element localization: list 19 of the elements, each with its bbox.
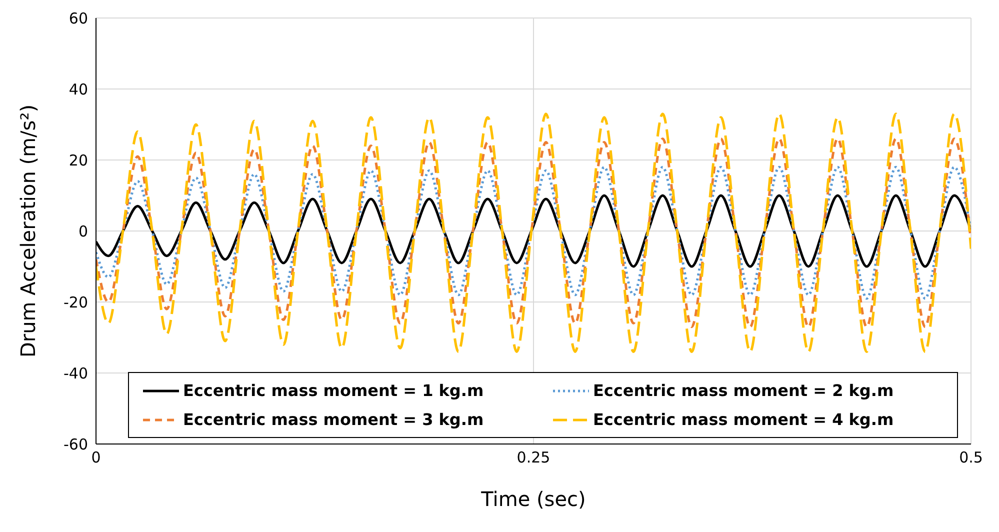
x-tick-label: 0.5 — [959, 448, 983, 467]
y-tick-label: 0 — [78, 222, 88, 240]
y-tick-label: -20 — [64, 293, 88, 312]
line-series — [96, 112, 971, 353]
y-tick-label: 60 — [68, 9, 88, 28]
y-tick-label: -40 — [64, 364, 88, 382]
line-series — [96, 137, 971, 328]
legend-label: Eccentric mass moment = 1 kg.m — [183, 381, 484, 400]
legend-label: Eccentric mass moment = 3 kg.m — [183, 410, 484, 429]
x-tick-label: 0 — [91, 448, 101, 467]
legend-label: Eccentric mass moment = 2 kg.m — [593, 381, 894, 400]
y-tick-label: 20 — [68, 151, 88, 170]
y-tick-label: -60 — [64, 435, 88, 454]
y-tick-label: 40 — [68, 80, 88, 98]
legend-label: Eccentric mass moment = 4 kg.m — [593, 410, 894, 429]
x-axis-title: Time (sec) — [480, 487, 586, 511]
y-axis-title: Drum Acceleration (m/s²) — [16, 104, 40, 358]
line-series — [96, 166, 971, 300]
x-tick-label: 0.25 — [516, 448, 550, 467]
